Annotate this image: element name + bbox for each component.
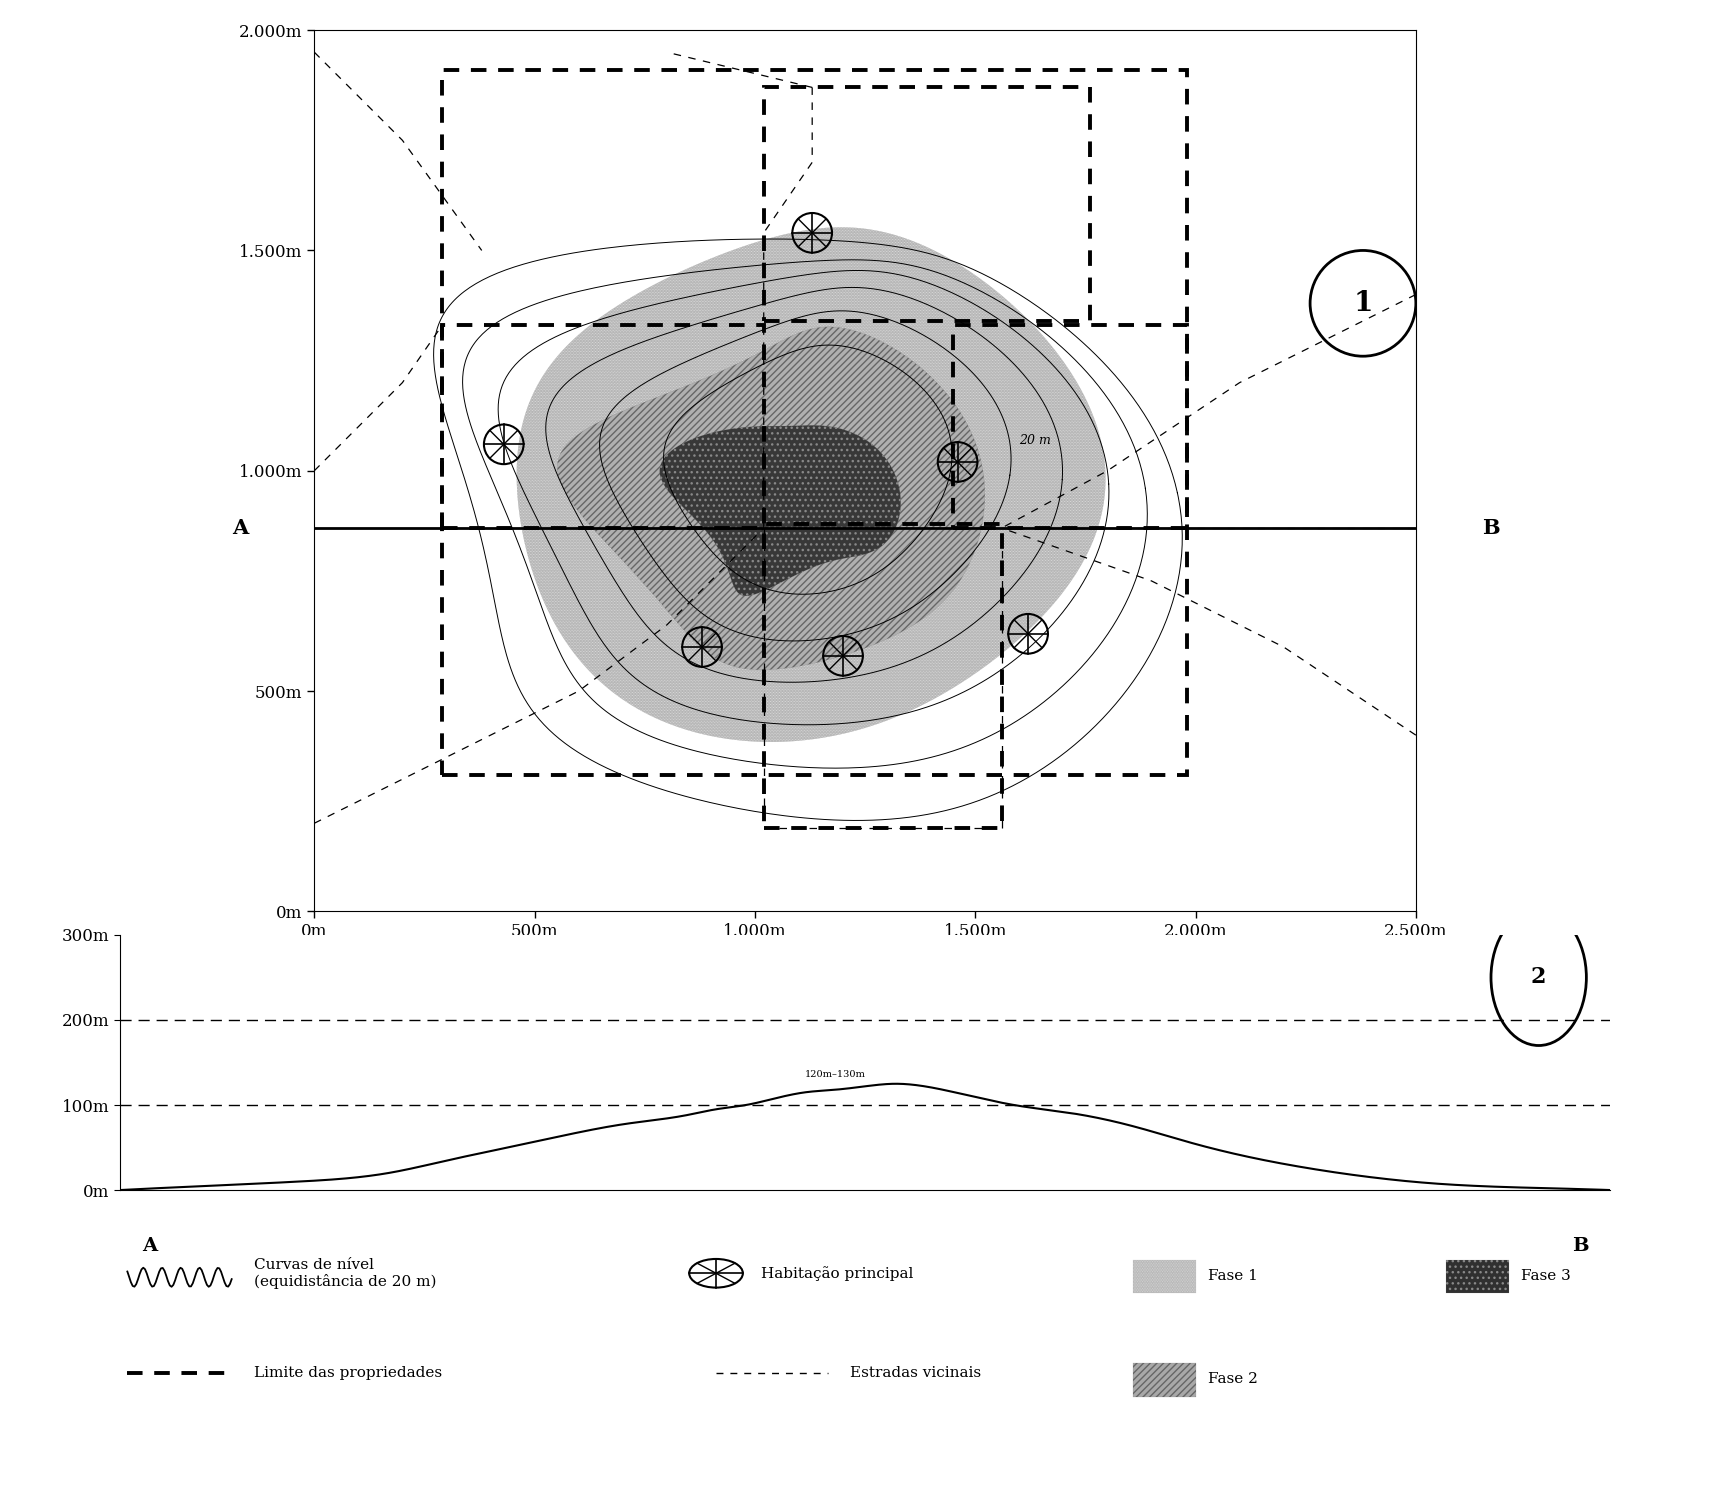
Text: Limite das propriedades: Limite das propriedades bbox=[254, 1365, 442, 1380]
Text: Curvas de nível
(equidistância de 20 m): Curvas de nível (equidistância de 20 m) bbox=[254, 1257, 437, 1288]
Text: 1: 1 bbox=[1353, 289, 1372, 316]
Bar bbox=[764, 87, 1089, 321]
Text: A: A bbox=[142, 1237, 158, 1255]
Bar bbox=[764, 523, 1002, 827]
Bar bbox=[1446, 1260, 1509, 1293]
Text: A: A bbox=[231, 518, 248, 538]
Bar bbox=[1134, 1260, 1196, 1293]
Text: Fase 2: Fase 2 bbox=[1208, 1371, 1257, 1386]
Text: B: B bbox=[1482, 518, 1499, 538]
Bar bbox=[1134, 1364, 1196, 1397]
Bar bbox=[952, 326, 1187, 527]
Bar bbox=[1446, 1260, 1509, 1293]
Polygon shape bbox=[660, 425, 901, 595]
Text: Fase 3: Fase 3 bbox=[1521, 1269, 1571, 1282]
Polygon shape bbox=[517, 228, 1105, 741]
Text: 120m–130m: 120m–130m bbox=[805, 1070, 865, 1079]
Text: Habitação principal: Habitação principal bbox=[761, 1266, 913, 1281]
Text: 2: 2 bbox=[1531, 966, 1547, 989]
Polygon shape bbox=[557, 327, 985, 669]
Bar bbox=[442, 69, 1187, 775]
Text: Estradas vicinais: Estradas vicinais bbox=[850, 1365, 982, 1380]
Bar bbox=[442, 326, 764, 527]
Text: Fase 1: Fase 1 bbox=[1208, 1269, 1257, 1282]
Text: B: B bbox=[1573, 1237, 1588, 1255]
Text: 20 m: 20 m bbox=[1019, 434, 1052, 448]
